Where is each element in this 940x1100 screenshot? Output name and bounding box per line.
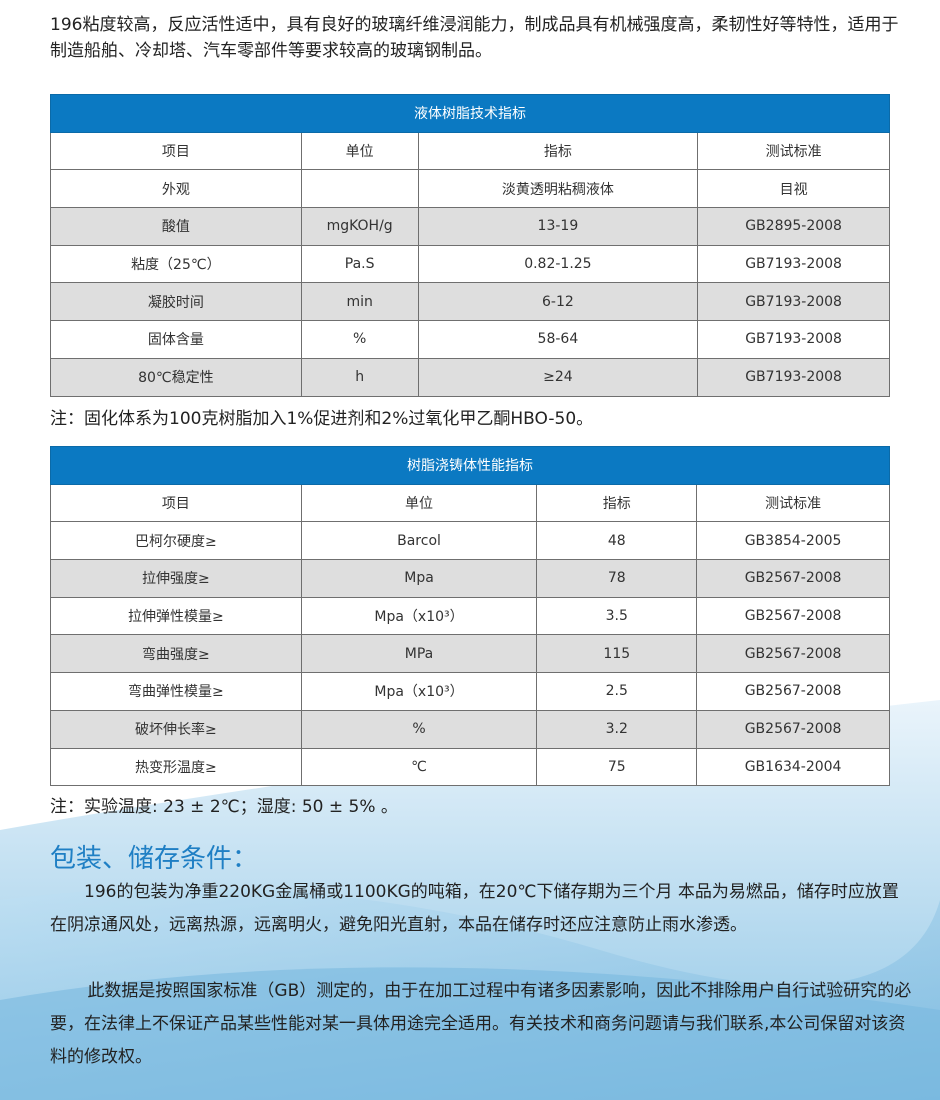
table-cell: Mpa（x10³） [300, 596, 538, 636]
table-cell: 0.82-1.25 [417, 244, 699, 284]
table-cell: min [300, 282, 419, 322]
table-cell: 拉伸弹性模量≥ [50, 596, 302, 636]
table-row: 80℃稳定性 h ≥24 GB7193-2008 [50, 357, 890, 397]
table-cell: GB2567-2008 [696, 596, 890, 636]
table-cell: GB2567-2008 [696, 559, 890, 598]
table-cell: 巴柯尔硬度≥ [50, 521, 302, 561]
cast-resin-property-table: 树脂浇铸体性能指标 项目 单位 指标 测试标准 巴柯尔硬度≥ Barcol 48 GB385… [50, 446, 890, 787]
table-cell: 凝胶时间 [50, 282, 302, 322]
table-cell: GB3854-2005 [696, 521, 890, 561]
table-cell: Barcol [300, 521, 538, 561]
table-cell: 3.2 [536, 709, 698, 749]
header-cell: 单位 [300, 483, 538, 523]
table-row: 外观 淡黄透明粘稠液体 目视 [50, 169, 890, 209]
section-title: 包装、储存条件： [50, 844, 259, 874]
table-title: 树脂浇铸体性能指标 [50, 446, 890, 485]
liquid-resin-spec-table: 液体树脂技术指标 项目 单位 指标 测试标准 外观 淡黄透明粘稠液体 目视 酸值 mgKOH/… [50, 94, 890, 397]
table-cell: GB2567-2008 [696, 709, 890, 749]
table-cell: 58-64 [417, 320, 699, 359]
table-cell: Mpa [300, 559, 538, 598]
table-cell: 热变形温度≥ [50, 747, 302, 787]
table-header-row: 项目 单位 指标 测试标准 [50, 483, 890, 523]
table-row: 拉伸强度≥ Mpa 78 GB2567-2008 [50, 559, 890, 598]
table-cell: GB7193-2008 [697, 244, 890, 284]
header-cell: 单位 [300, 131, 419, 171]
intro-text: 196粘度较高，反应活性适中，具有良好的玻璃纤维浸润能力，制成品具有机械强度高，… [50, 15, 899, 61]
table-cell: 13-19 [417, 207, 699, 246]
table-cell: 目视 [697, 169, 890, 209]
table-cell: 75 [536, 747, 698, 787]
table-row: 破坏伸长率≥% 3.2 GB2567-2008 [50, 709, 890, 749]
table-cell: mgKOH/g [300, 207, 419, 246]
table-cell: % [300, 320, 419, 359]
table-row: 弯曲强度≥ MPa 115 GB2567-2008 [50, 634, 890, 674]
table-cell: 粘度（25℃） [50, 244, 302, 284]
table-cell: 弯曲强度≥ [50, 634, 302, 674]
table-row: 凝胶时间 min 6-12 GB7193-2008 [50, 282, 890, 322]
table-cell: 6-12 [417, 282, 699, 322]
disclaimer-paragraph: 此数据是按照国家标准（GB）测定的，由于在加工过程中有诸多因素影响，因此不排除用… [50, 981, 912, 1067]
table-cell: 拉伸强度≥ [50, 559, 302, 598]
table-row: 弯曲弹性模量≥ Mpa（x10³） 2.5 GB2567-2008 [50, 672, 890, 711]
table-cell: ≥24 [417, 357, 699, 397]
table-title: 液体树脂技术指标 [50, 94, 890, 133]
table-row: 酸值 mgKOH/g 13-19 GB2895-2008 [50, 207, 890, 246]
table-cell: 固体含量 [50, 320, 302, 359]
header-cell: 指标 [536, 483, 698, 523]
table-row: 拉伸弹性模量≥ Mpa（x10³） 3.5 GB2567-2008 [50, 596, 890, 636]
table-cell: 3.5 [536, 596, 698, 636]
table-cell: GB7193-2008 [697, 320, 890, 359]
table-cell: Mpa（x10³） [300, 672, 538, 711]
table-cell: 80℃稳定性 [50, 357, 302, 397]
table-cell: MPa [300, 634, 538, 674]
note-curing: 注：固化体系为100克树脂加入1%促进剂和2%过氧化甲乙酮HBO-50。 [50, 409, 594, 429]
table-cell: GB7193-2008 [697, 282, 890, 322]
table-cell: GB7193-2008 [697, 357, 890, 397]
table-row: 粘度（25℃） Pa.S 0.82-1.25 GB7193-2008 [50, 244, 890, 284]
table-cell: 淡黄透明粘稠液体 [417, 169, 699, 209]
table-cell: GB1634-2004 [696, 747, 890, 787]
header-cell: 项目 [50, 483, 302, 523]
table-row: 固体含量% 58-64 GB7193-2008 [50, 320, 890, 359]
table-cell [300, 169, 419, 209]
table-row: 巴柯尔硬度≥ Barcol 48 GB3854-2005 [50, 521, 890, 561]
table-cell: 78 [536, 559, 698, 598]
table-header-row: 项目 单位 指标 测试标准 [50, 131, 890, 171]
header-cell: 指标 [417, 131, 699, 171]
table-cell: 48 [536, 521, 698, 561]
table-cell: 破坏伸长率≥ [50, 709, 302, 749]
table-cell: 115 [536, 634, 698, 674]
table-cell: 2.5 [536, 672, 698, 711]
header-cell: 项目 [50, 131, 302, 171]
table-cell: GB2895-2008 [697, 207, 890, 246]
table-cell: GB2567-2008 [696, 634, 890, 674]
table-cell: 弯曲弹性模量≥ [50, 672, 302, 711]
header-cell: 测试标准 [696, 483, 890, 523]
table-cell: 外观 [50, 169, 302, 209]
table-cell: h [300, 357, 419, 397]
table-cell: GB2567-2008 [696, 672, 890, 711]
note-conditions: 注：实验温度: 23 ± 2℃；湿度: 50 ± 5% 。 [50, 797, 398, 817]
table-cell: Pa.S [300, 244, 419, 284]
table-cell: % [300, 709, 538, 749]
header-cell: 测试标准 [697, 131, 890, 171]
table-cell: ℃ [300, 747, 538, 787]
packaging-paragraph: 196的包装为净重220KG金属桶或1100KG的吨箱，在20℃下储存期为三个月… [50, 882, 899, 935]
table-row: 热变形温度≥ ℃ 75 GB1634-2004 [50, 747, 890, 787]
table-cell: 酸值 [50, 207, 302, 246]
